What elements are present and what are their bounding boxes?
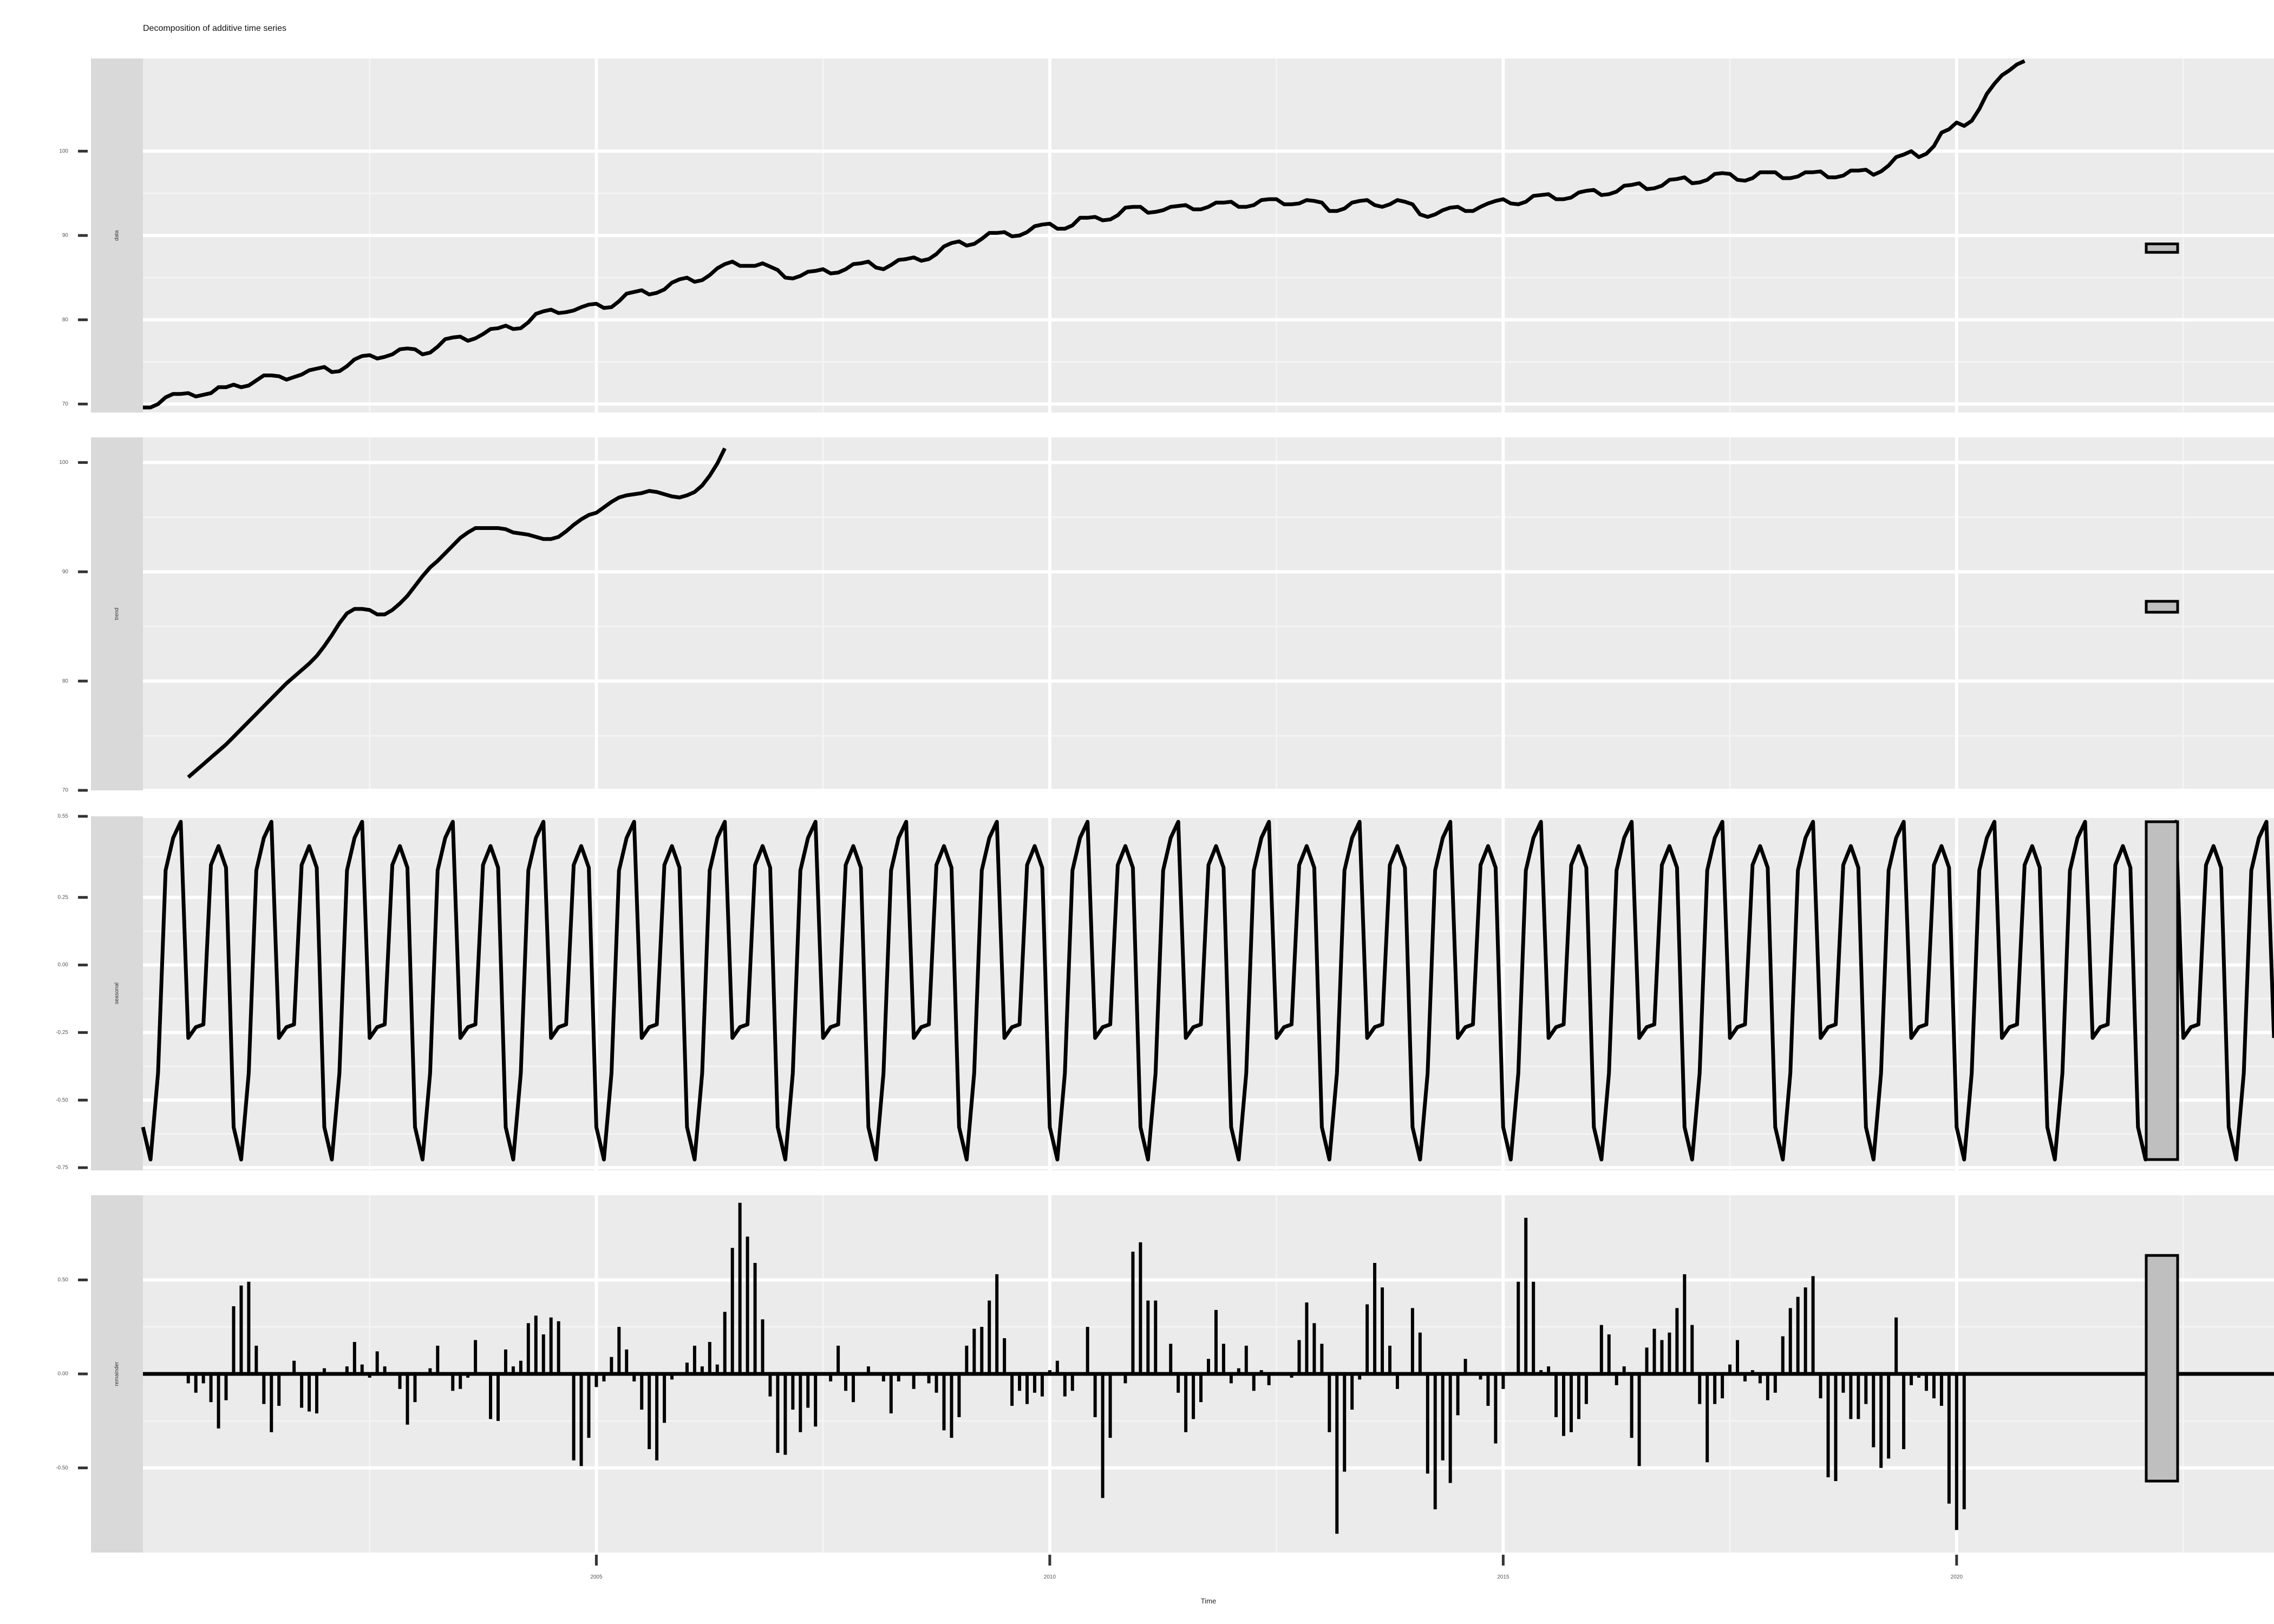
y-tick-label: 90	[62, 233, 69, 239]
range-bar	[2145, 820, 2179, 1161]
panels: data 70 80 90 100 trend 70 80 90 100 seasonal -0.75…	[56, 58, 2274, 1553]
x-axis-label: Time	[1201, 1597, 1216, 1605]
panel-strip	[91, 58, 143, 412]
x-tick-label: 2005	[590, 1574, 603, 1580]
panel-background	[143, 437, 2274, 790]
y-tick-label: -0.25	[56, 1030, 68, 1036]
y-tick-label: 0.25	[58, 894, 69, 900]
range-bar	[2145, 1254, 2179, 1483]
y-tick-label: 100	[59, 460, 68, 466]
y-tick-label: 0.55	[58, 814, 69, 820]
trend-series-line	[187, 447, 727, 779]
y-tick-label: 100	[59, 148, 68, 154]
panel-seasonal: seasonal -0.75 -0.50 -0.25 0.00 0.25 0.55	[56, 814, 2274, 1171]
y-tick-label: 70	[62, 401, 69, 407]
y-tick-label: 90	[62, 569, 69, 575]
strip-label: remainder	[114, 1361, 120, 1386]
y-tick-label: -0.75	[56, 1165, 68, 1171]
y-tick-label: 80	[62, 317, 69, 323]
x-axis: 2005 2010 2015 2020	[590, 1555, 1963, 1580]
panel-strip	[91, 1195, 143, 1553]
panel-trend: trend 70 80 90 100	[59, 437, 2274, 794]
seasonal-series-line	[141, 820, 2274, 1162]
strip-label: seasonal	[114, 983, 120, 1004]
panel-remainder: remainder -0.50 0.00 0.50	[56, 1195, 2274, 1553]
panel-data: data 70 80 90 100	[59, 58, 2274, 412]
y-tick-label: 0.00	[58, 962, 69, 968]
y-tick-label: 70	[62, 788, 69, 794]
chart-title: Decomposition of additive time series	[143, 24, 286, 33]
y-tick-label: 0.00	[58, 1371, 69, 1377]
x-tick-label: 2010	[1044, 1574, 1056, 1580]
y-tick-label: -0.50	[56, 1097, 68, 1103]
panel-strip	[91, 437, 143, 790]
y-tick-label: -0.50	[56, 1465, 68, 1471]
range-bar	[2145, 243, 2179, 254]
y-tick-label: 0.50	[58, 1277, 69, 1283]
data-series-line	[143, 59, 2025, 410]
range-bar	[2145, 600, 2179, 614]
strip-label: trend	[114, 608, 120, 620]
y-tick-label: 80	[62, 678, 69, 684]
x-tick-label: 2020	[1951, 1574, 1963, 1580]
x-tick-label: 2015	[1497, 1574, 1510, 1580]
strip-label: data	[114, 230, 120, 241]
panel-strip	[91, 816, 143, 1170]
